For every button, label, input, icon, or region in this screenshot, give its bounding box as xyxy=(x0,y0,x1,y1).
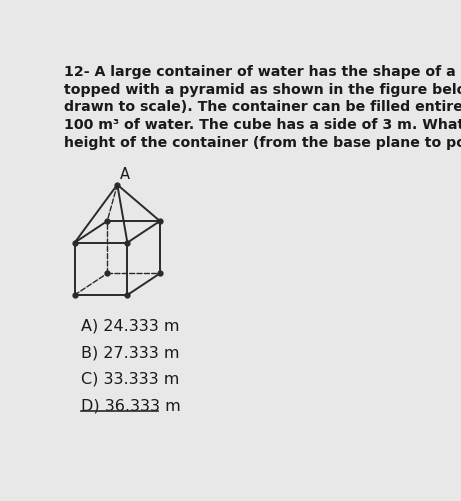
Text: A: A xyxy=(119,167,130,182)
Text: B) 27.333 m: B) 27.333 m xyxy=(81,345,179,360)
Text: D) 36.333 m: D) 36.333 m xyxy=(81,399,181,414)
Text: C) 33.333 m: C) 33.333 m xyxy=(81,372,179,387)
Text: A) 24.333 m: A) 24.333 m xyxy=(81,318,179,333)
Text: 12- A large container of water has the shape of a cube
topped with a pyramid as : 12- A large container of water has the s… xyxy=(64,65,461,150)
